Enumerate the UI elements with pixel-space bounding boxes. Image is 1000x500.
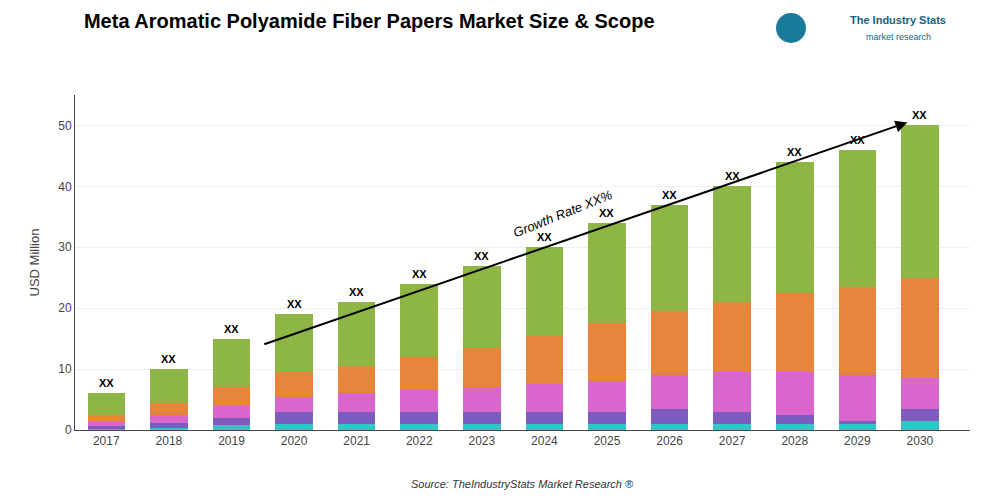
svg-text:2018: 2018: [156, 434, 183, 448]
svg-text:50: 50: [58, 119, 72, 133]
svg-text:2020: 2020: [281, 434, 308, 448]
svg-text:XX: XX: [537, 231, 552, 243]
svg-text:40: 40: [58, 180, 72, 194]
svg-text:2024: 2024: [531, 434, 558, 448]
svg-text:Source: TheIndustryStats Marke: Source: TheIndustryStats Market Research…: [411, 478, 634, 490]
svg-text:0: 0: [65, 423, 72, 437]
svg-text:XX: XX: [787, 146, 802, 158]
svg-text:XX: XX: [287, 298, 302, 310]
svg-text:The Industry Stats: The Industry Stats: [850, 14, 946, 26]
svg-text:XX: XX: [161, 353, 176, 365]
svg-text:XX: XX: [349, 286, 364, 298]
svg-text:Meta Aromatic Polyamide Fiber: Meta Aromatic Polyamide Fiber Papers Mar…: [84, 10, 655, 32]
svg-text:XX: XX: [99, 377, 114, 389]
svg-text:XX: XX: [662, 189, 677, 201]
svg-text:10: 10: [58, 362, 72, 376]
svg-text:2029: 2029: [844, 434, 871, 448]
svg-text:2030: 2030: [907, 434, 934, 448]
svg-text:30: 30: [58, 240, 72, 254]
svg-text:XX: XX: [224, 323, 239, 335]
svg-text:XX: XX: [474, 250, 489, 262]
svg-text:2023: 2023: [468, 434, 495, 448]
svg-text:market research: market research: [866, 32, 931, 42]
svg-text:2025: 2025: [594, 434, 621, 448]
svg-text:2026: 2026: [656, 434, 683, 448]
svg-text:20: 20: [58, 301, 72, 315]
svg-text:USD Million: USD Million: [27, 229, 42, 297]
svg-text:2022: 2022: [406, 434, 433, 448]
svg-text:2028: 2028: [781, 434, 808, 448]
svg-text:XX: XX: [599, 207, 614, 219]
svg-text:2017: 2017: [93, 434, 120, 448]
svg-text:XX: XX: [725, 170, 740, 182]
svg-text:Growth Rate XX%: Growth Rate XX%: [511, 187, 614, 240]
svg-text:XX: XX: [412, 268, 427, 280]
svg-text:XX: XX: [912, 109, 927, 121]
svg-text:2021: 2021: [343, 434, 370, 448]
svg-text:2027: 2027: [719, 434, 746, 448]
svg-text:XX: XX: [850, 134, 865, 146]
svg-text:2019: 2019: [218, 434, 245, 448]
